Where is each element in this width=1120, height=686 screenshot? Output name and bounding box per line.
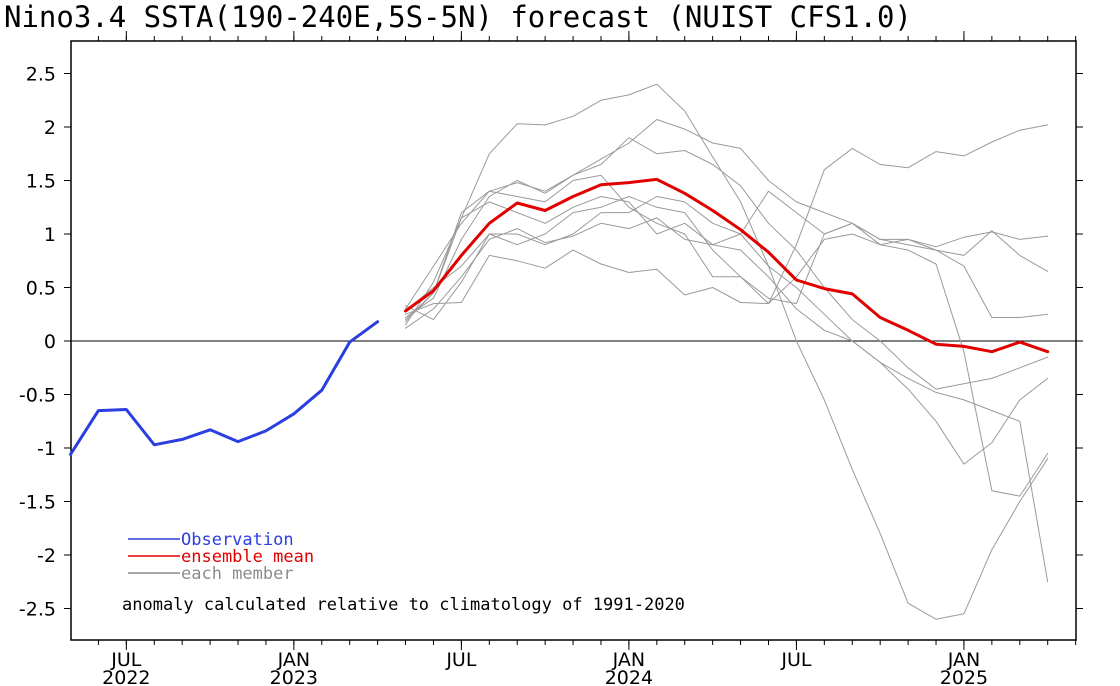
observation-polyline xyxy=(69,320,380,456)
member-line xyxy=(405,196,1049,465)
member-lines xyxy=(405,83,1049,620)
x-tick-month: JAN xyxy=(947,649,980,671)
y-tick-label: -2.5 xyxy=(19,599,56,621)
ensemble-mean-polyline xyxy=(404,177,1050,354)
x-tick-year: 2022 xyxy=(102,667,150,686)
y-tick-label: 1 xyxy=(44,224,56,246)
member-line xyxy=(405,217,1049,583)
member-line xyxy=(405,196,1049,312)
x-tick-month: JAN xyxy=(612,649,645,671)
x-tick-month: JUL xyxy=(110,649,142,671)
member-line xyxy=(405,137,1049,390)
y-axis: 2.5 2 1.5 1 0.5 0 -0.5 -1 -1.5 -2 -2.5 xyxy=(19,64,1083,621)
y-tick-label: -1.5 xyxy=(19,492,56,514)
x-tick-month: JUL xyxy=(445,649,477,671)
member-line xyxy=(405,83,1049,620)
x-tick-month: JAN xyxy=(277,649,310,671)
y-tick-label: -1 xyxy=(37,438,56,460)
y-tick-label: 0 xyxy=(44,331,56,353)
member-line xyxy=(405,174,1049,310)
y-tick-label: -2 xyxy=(37,545,56,567)
y-tick-label: 0.5 xyxy=(26,278,56,300)
y-tick-label: 1.5 xyxy=(26,171,56,193)
x-tick-year: 2025 xyxy=(940,667,988,686)
y-tick-label: 2 xyxy=(44,117,56,139)
legend-label-observation: Observation xyxy=(181,530,294,550)
y-tick-label: -0.5 xyxy=(19,385,56,407)
x-tick-month: JUL xyxy=(780,649,812,671)
climatology-annotation: anomaly calculated relative to climatolo… xyxy=(122,595,685,615)
y-tick-label: 2.5 xyxy=(26,64,56,86)
x-tick-year: 2024 xyxy=(605,667,653,686)
chart-title: Nino3.4 SSTA(190-240E,5S-5N) forecast (N… xyxy=(4,0,912,34)
member-line xyxy=(405,119,1049,497)
x-tick-year: 2023 xyxy=(270,667,318,686)
legend: Observation ensemble mean each member xyxy=(128,530,314,584)
legend-label-ensemble-mean: ensemble mean xyxy=(181,547,314,567)
member-line xyxy=(405,124,1049,315)
observation-line xyxy=(69,320,380,456)
legend-label-each-member: each member xyxy=(181,564,294,584)
member-line xyxy=(405,190,1049,323)
ensemble-mean-line xyxy=(404,177,1050,354)
